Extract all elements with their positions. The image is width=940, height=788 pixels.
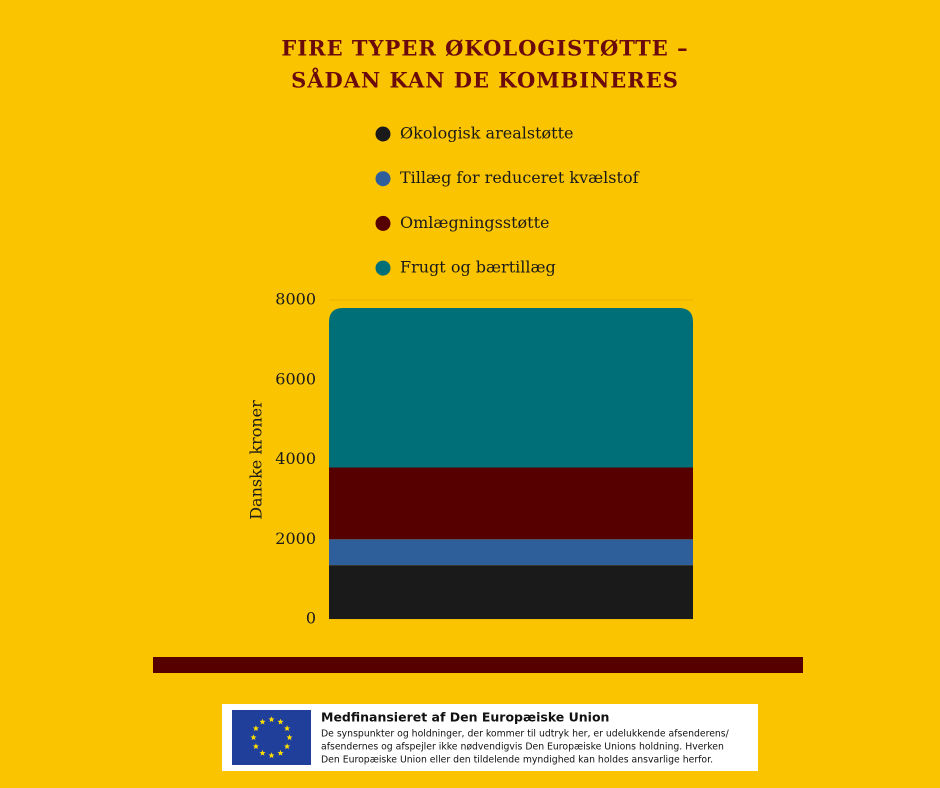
- bar-segment: [329, 307, 693, 468]
- legend-marker: [375, 171, 391, 187]
- eu-star: [259, 749, 266, 756]
- eu-star: [252, 725, 259, 732]
- eu-star: [268, 716, 275, 723]
- eu-box: [222, 704, 758, 771]
- y-tick-label: 2000: [275, 529, 316, 548]
- legend-label: Tillæg for reduceret kvælstof: [400, 168, 640, 187]
- eu-star: [259, 718, 266, 725]
- eu-star: [252, 743, 259, 750]
- legend-marker: [375, 260, 391, 276]
- legend-label: Frugt og bærtillæg: [400, 258, 556, 277]
- y-tick-label: 8000: [275, 290, 316, 309]
- footer-text: De synspunkter og holdninger, der kommer…: [321, 729, 730, 740]
- eu-star: [277, 749, 284, 756]
- y-axis-label: Danske kroner: [247, 400, 266, 520]
- bar-segment: [329, 565, 693, 619]
- chart-title: SÅDAN KAN DE KOMBINERES: [291, 68, 679, 93]
- footer-text: afsendernes og afspejler ikke nødvendigv…: [321, 742, 724, 753]
- y-tick-label: 4000: [275, 449, 316, 468]
- chart-title: FIRE TYPER ØKOLOGISTØTTE –: [281, 36, 688, 61]
- eu-star: [268, 752, 275, 759]
- eu-star: [286, 734, 293, 741]
- eu-star: [250, 734, 257, 741]
- legend-label: Økologisk arealstøtte: [400, 124, 573, 143]
- y-tick-label: 0: [306, 609, 316, 628]
- eu-star: [284, 743, 291, 750]
- footer-title: Medfinansieret af Den Europæiske Union: [321, 710, 609, 725]
- eu-star: [284, 725, 291, 732]
- legend-marker: [375, 126, 391, 142]
- legend-marker: [375, 215, 391, 231]
- footer-text: Den Europæiske Union eller den tildelend…: [321, 755, 713, 766]
- bar-segment: [329, 467, 693, 540]
- y-tick-label: 6000: [275, 369, 316, 388]
- eu-star: [277, 718, 284, 725]
- divider: [153, 657, 803, 673]
- bar-segment: [329, 539, 693, 566]
- legend-label: Omlægningsstøtte: [400, 213, 549, 232]
